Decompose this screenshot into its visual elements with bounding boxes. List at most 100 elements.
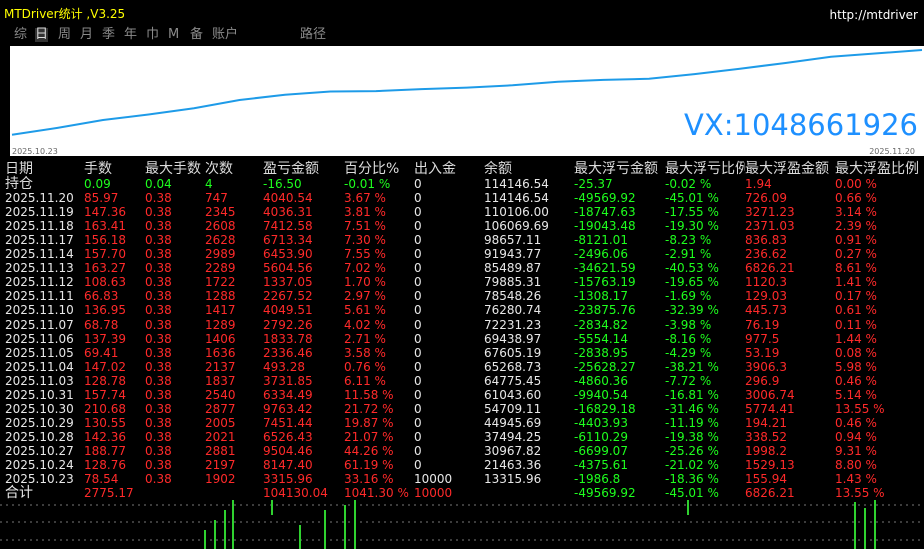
table-cell: 0	[414, 205, 422, 220]
table-cell: -4403.93	[574, 415, 628, 430]
table-cell: 157.70	[84, 247, 126, 262]
table-cell: 0	[414, 345, 422, 360]
table-cell: -16.50	[263, 177, 302, 191]
tab[interactable]: 年	[124, 27, 138, 42]
table-cell: 0	[414, 177, 422, 191]
column-header: 盈亏金额	[263, 161, 321, 177]
table-cell: -25.37	[574, 177, 613, 191]
table-cell: 0.46 %	[835, 373, 877, 388]
table-cell: 0	[414, 219, 422, 234]
table-cell: 2197	[205, 458, 236, 472]
tab[interactable]: 周	[58, 27, 72, 42]
table-cell: 0.38	[145, 359, 172, 374]
table-cell: -3.98 %	[665, 317, 712, 332]
table-cell: 98657.11	[484, 233, 542, 248]
table-cell: 0.38	[145, 261, 172, 276]
table-cell: 2025.11.19	[5, 205, 74, 220]
column-header: 日期	[5, 161, 35, 177]
table-cell: 2877	[205, 401, 236, 416]
table-cell: 4049.51	[263, 303, 313, 318]
table-cell: 30967.82	[484, 443, 542, 458]
tab[interactable]: 账户	[212, 27, 239, 42]
table-cell: -19.65 %	[665, 275, 719, 290]
table-cell: 130.55	[84, 415, 126, 430]
table-cell: 2025.11.20	[5, 191, 74, 206]
table-cell: 79885.31	[484, 275, 542, 290]
tab[interactable]: 综	[14, 27, 28, 42]
table-cell: 2025.11.10	[5, 303, 74, 318]
table-cell: 6526.43	[263, 429, 313, 444]
table-cell: -8.23 %	[665, 233, 712, 248]
tab[interactable]: 季	[102, 27, 116, 42]
table-cell: 2005	[205, 415, 236, 430]
table-cell: 44945.69	[484, 415, 542, 430]
equity-curve	[11, 49, 923, 136]
table-cell: 7412.58	[263, 219, 313, 234]
tab[interactable]: 备	[190, 27, 204, 42]
table-cell: -19043.48	[574, 219, 636, 234]
table-cell: 5.98 %	[835, 359, 877, 374]
table-cell: -2.91 %	[665, 247, 712, 262]
table-cell: 2289	[205, 261, 236, 276]
column-header: 最大浮亏比例	[665, 161, 751, 177]
table-cell: -1308.17	[574, 289, 628, 304]
table-cell: 0.11 %	[835, 317, 877, 332]
tab[interactable]: 日	[35, 27, 49, 42]
table-cell: 6453.90	[263, 247, 313, 262]
table-cell: 61.19 %	[344, 458, 394, 472]
table-cell: 13.55 %	[835, 486, 885, 501]
table-cell: 0	[414, 289, 422, 304]
table-cell: 持仓	[5, 176, 33, 192]
table-cell: 33.16 %	[344, 472, 394, 487]
tab[interactable]: M	[168, 27, 180, 42]
table-cell: 1902	[205, 472, 236, 487]
tab[interactable]: 月	[80, 27, 94, 42]
table-cell: -8121.01	[574, 233, 628, 248]
table-cell: 2628	[205, 233, 236, 248]
table-cell: 0	[414, 359, 422, 374]
table-cell: 2025.10.29	[5, 415, 74, 430]
table-cell: 338.52	[745, 429, 787, 444]
table-cell: -49569.92	[574, 191, 636, 206]
tab[interactable]: 巾	[146, 27, 160, 42]
table-cell: 76280.74	[484, 303, 542, 318]
table-cell: 0	[414, 429, 422, 444]
table-cell: 4	[205, 177, 213, 191]
table-cell: 67605.19	[484, 345, 542, 360]
table-cell: 156.18	[84, 233, 126, 248]
table-cell: 1.41 %	[835, 275, 877, 290]
column-header: 百分比%	[344, 161, 402, 177]
table-cell: 163.27	[84, 261, 126, 276]
column-header: 最大浮亏金额	[574, 161, 660, 177]
table-cell: 0	[414, 373, 422, 388]
tab[interactable]: 路径	[300, 27, 327, 42]
table-cell: 5.61 %	[344, 303, 386, 318]
table-cell: 21463.36	[484, 458, 542, 472]
table-cell: 54709.11	[484, 401, 542, 416]
table-cell: 2025.11.03	[5, 373, 74, 388]
table-cell: -17.55 %	[665, 205, 719, 220]
table-cell: 2025.10.27	[5, 443, 74, 458]
table-cell: 61043.60	[484, 387, 542, 402]
table-cell: -1986.8	[574, 472, 621, 487]
table-cell: 0.38	[145, 472, 172, 487]
table-cell: 0.38	[145, 205, 172, 220]
table-cell: -2496.06	[574, 247, 628, 262]
table-cell: 0.38	[145, 401, 172, 416]
table-cell: 137.39	[84, 331, 126, 346]
table-cell: -18747.63	[574, 205, 636, 220]
url-link[interactable]: http://mtdriver	[829, 8, 918, 22]
table-cell: 0	[414, 303, 422, 318]
table-cell: 8.80 %	[835, 458, 877, 472]
table-cell: 136.95	[84, 303, 126, 318]
table-cell: 2371.03	[745, 219, 795, 234]
table-cell: 296.9	[745, 373, 780, 388]
table-cell: 0	[414, 191, 422, 206]
table-cell: 0.38	[145, 219, 172, 234]
table-cell: -34621.59	[574, 261, 636, 276]
table-cell: 2608	[205, 219, 236, 234]
table-cell: -8.16 %	[665, 331, 712, 346]
table-cell: -4860.36	[574, 373, 628, 388]
column-header: 余额	[484, 161, 514, 177]
